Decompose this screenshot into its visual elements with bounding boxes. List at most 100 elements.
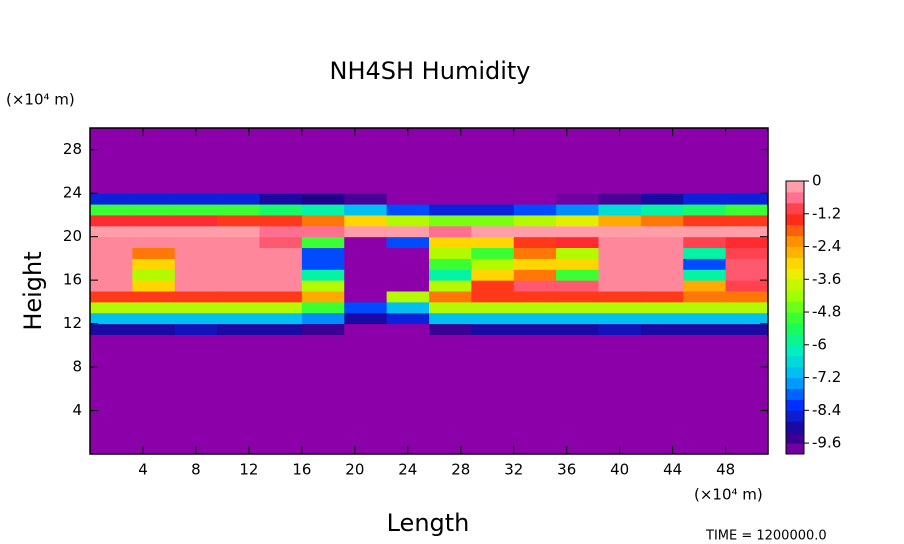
cell (640, 247, 684, 259)
cell (90, 269, 133, 281)
y-tick-label: 24 (63, 184, 82, 202)
cell (513, 236, 557, 249)
colorbar-swatch (786, 213, 804, 226)
cell (90, 193, 133, 205)
cell (513, 128, 557, 194)
cell (90, 128, 133, 194)
cell (640, 312, 684, 325)
cell (429, 323, 472, 335)
cell (90, 291, 133, 303)
cell (386, 280, 430, 292)
cell (386, 204, 430, 216)
cell (344, 258, 388, 270)
cell (344, 225, 388, 238)
cell (429, 193, 472, 205)
cell (386, 247, 430, 259)
cell (132, 193, 176, 205)
cell (725, 214, 769, 227)
cell (301, 269, 345, 281)
cell (132, 247, 176, 259)
cell (725, 128, 769, 194)
y-tick-label: 28 (63, 140, 82, 158)
cell (132, 258, 176, 270)
cell (725, 204, 769, 216)
colorbar-swatch (786, 377, 804, 389)
x-tick-label: 40 (610, 461, 629, 479)
cell (429, 280, 472, 292)
colorbar-swatch (786, 366, 804, 379)
y-tick-label: 8 (72, 358, 82, 376)
cell (598, 128, 642, 194)
cell (174, 128, 218, 194)
cell (471, 280, 515, 292)
y-tick-label: 12 (63, 314, 82, 332)
cell (217, 258, 260, 270)
cell (259, 301, 303, 314)
cell (174, 204, 218, 216)
cell (640, 236, 684, 249)
cell (725, 280, 769, 292)
cell (429, 247, 472, 259)
x-tick-label: 20 (345, 461, 364, 479)
cell (344, 247, 388, 259)
x-tick-label: 24 (398, 461, 417, 479)
cell (301, 204, 345, 216)
cell (598, 258, 642, 270)
cell (556, 214, 599, 227)
cell (174, 312, 218, 325)
x-unit: (×10⁴ m) (694, 486, 763, 504)
cell (471, 323, 515, 335)
cell (556, 258, 599, 270)
cell (174, 323, 218, 335)
x-tick-label: 8 (191, 461, 201, 479)
cell (386, 214, 430, 227)
colorbar-swatch (786, 268, 804, 280)
cell (90, 301, 133, 314)
cell (259, 247, 303, 259)
y-tick-label: 4 (72, 401, 82, 419)
colorbar-swatch (786, 191, 804, 204)
cell (471, 334, 515, 455)
cell (386, 291, 430, 303)
cell (132, 334, 176, 455)
cell (301, 280, 345, 292)
cell (640, 128, 684, 194)
cell (429, 291, 472, 303)
cell (598, 247, 642, 259)
cell (640, 291, 684, 303)
colorbar-swatch (786, 322, 804, 335)
cell (259, 204, 303, 216)
colorbar-tick-label: -8.4 (812, 401, 841, 419)
cell (344, 269, 388, 281)
x-tick-label: 36 (557, 461, 576, 479)
cell (217, 193, 260, 205)
cell (598, 280, 642, 292)
cell (301, 193, 345, 205)
x-tick-label: 16 (292, 461, 311, 479)
cell (90, 204, 133, 216)
cell (259, 280, 303, 292)
cell (640, 204, 684, 216)
cell (598, 204, 642, 216)
cell (683, 225, 727, 238)
y-tick-label: 20 (63, 227, 82, 245)
cell (471, 236, 515, 249)
cell (640, 269, 684, 281)
cell (725, 301, 769, 314)
cell (556, 193, 599, 205)
cell (344, 301, 388, 314)
cell (513, 214, 557, 227)
cell (471, 269, 515, 281)
cell (598, 193, 642, 205)
cell (683, 236, 727, 249)
cell (344, 334, 388, 455)
colorbar-swatch (786, 279, 804, 291)
plot-frame (89, 127, 769, 455)
cell (725, 258, 769, 270)
cell (344, 236, 388, 249)
cell (429, 269, 472, 281)
cell (598, 312, 642, 325)
cell (429, 334, 472, 455)
cell (301, 128, 345, 194)
colorbar-swatch (786, 235, 804, 248)
